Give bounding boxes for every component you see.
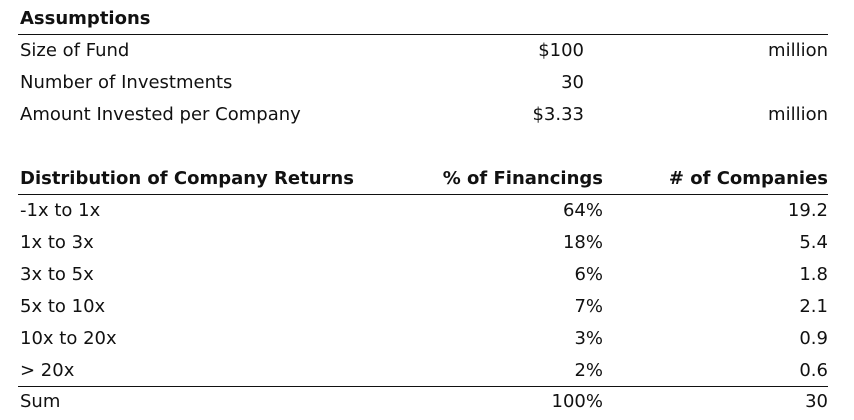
assumption-row-amount-per-company: Amount Invested per Company $3.33 millio… — [18, 100, 828, 130]
total-pct: 100% — [551, 391, 603, 412]
pct-cell: 3% — [574, 328, 603, 349]
range-cell: -1x to 1x — [20, 200, 101, 221]
table-row: 1x to 3x 18% 5.4 — [18, 228, 828, 258]
count-cell: 1.8 — [799, 264, 828, 285]
table-row: 5x to 10x 7% 2.1 — [18, 292, 828, 322]
pct-cell: 6% — [574, 264, 603, 285]
count-cell: 0.9 — [799, 328, 828, 349]
pct-cell: 64% — [562, 200, 603, 221]
assumption-label: Size of Fund — [20, 40, 130, 61]
pct-cell: 7% — [574, 296, 603, 317]
total-count: 30 — [805, 391, 828, 412]
assumption-value: $100 — [538, 40, 584, 61]
range-cell: 5x to 10x — [20, 296, 106, 317]
distribution-header-row: Distribution of Company Returns % of Fin… — [18, 164, 828, 195]
column-header-count: # of Companies — [668, 168, 828, 189]
assumption-value: 30 — [561, 72, 584, 93]
pct-cell: 18% — [562, 232, 603, 253]
range-cell: > 20x — [20, 360, 75, 381]
assumption-row-investments: Number of Investments 30 — [18, 68, 828, 98]
assumptions-header-row: Assumptions — [18, 4, 828, 35]
assumption-unit: million — [768, 40, 828, 61]
range-cell: 10x to 20x — [20, 328, 117, 349]
total-label: Sum — [20, 391, 61, 412]
column-header-pct: % of Financings — [442, 168, 603, 189]
count-cell: 2.1 — [799, 296, 828, 317]
count-cell: 5.4 — [799, 232, 828, 253]
total-row: Sum 100% 30 — [18, 386, 828, 417]
table-row: > 20x 2% 0.6 — [18, 356, 828, 386]
table-row: 3x to 5x 6% 1.8 — [18, 260, 828, 290]
assumption-label: Number of Investments — [20, 72, 233, 93]
range-cell: 1x to 3x — [20, 232, 94, 253]
assumption-row-fund-size: Size of Fund $100 million — [18, 36, 828, 66]
assumption-value: $3.33 — [532, 104, 584, 125]
count-cell: 0.6 — [799, 360, 828, 381]
table-row: -1x to 1x 64% 19.2 — [18, 196, 828, 226]
table-row: 10x to 20x 3% 0.9 — [18, 324, 828, 354]
range-cell: 3x to 5x — [20, 264, 94, 285]
assumption-label: Amount Invested per Company — [20, 104, 301, 125]
column-header-range: Distribution of Company Returns — [20, 168, 354, 189]
assumption-unit: million — [768, 104, 828, 125]
assumptions-header: Assumptions — [20, 8, 151, 29]
pct-cell: 2% — [574, 360, 603, 381]
count-cell: 19.2 — [787, 200, 828, 221]
